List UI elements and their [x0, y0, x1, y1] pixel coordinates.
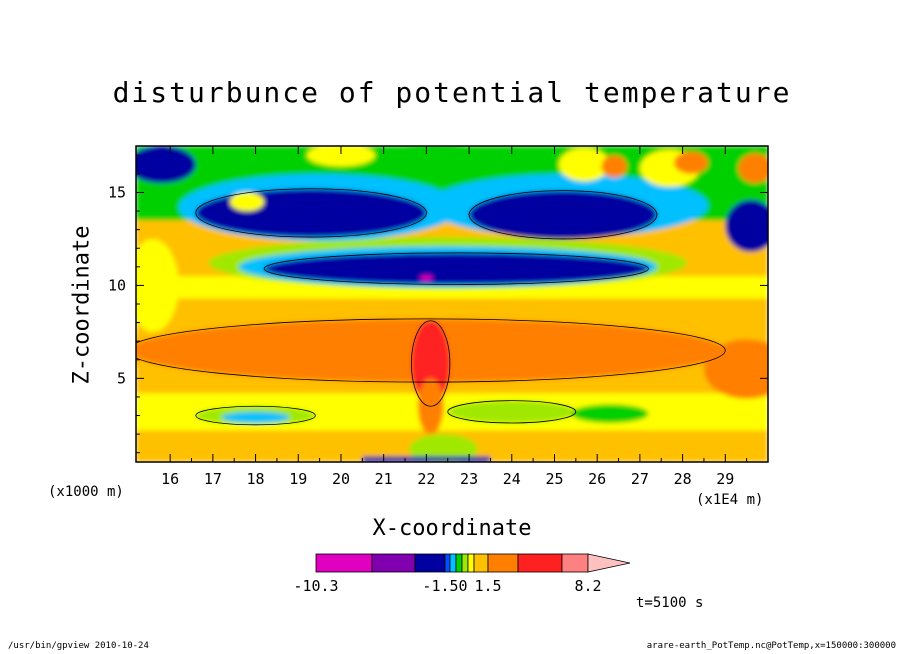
colorbar-label: 8.2 [574, 577, 601, 595]
y-unit-label: (x1000 m) [48, 484, 124, 500]
contour-fields [136, 146, 768, 462]
field-top-orange-1 [674, 151, 709, 174]
x-axis-label: X-coordinate [372, 516, 532, 541]
x-tick-label: 24 [503, 470, 521, 488]
contour-plot [136, 146, 768, 462]
colorbar-swatch [561, 553, 589, 573]
field-top-yellow-4 [229, 192, 265, 212]
x-tick-label: 25 [545, 470, 563, 488]
field-band-min [419, 275, 433, 281]
colorbar-swatch [473, 553, 489, 573]
field-top-yellow-1 [306, 146, 376, 167]
x-tick-label: 23 [460, 470, 478, 488]
colorbar-label: -1.50 [422, 577, 467, 595]
field-corner-cold [136, 146, 196, 184]
contour-upper-w [195, 188, 427, 238]
x-tick-label: 26 [588, 470, 606, 488]
footer-left: /usr/bin/gpview 2010-10-24 [8, 641, 149, 651]
x-tick-label: 20 [332, 470, 350, 488]
contour-core [411, 320, 451, 407]
contour-upper-e [468, 190, 658, 240]
x-tick-label: 18 [247, 470, 265, 488]
field-upper-cold-e [469, 190, 657, 239]
y-tick-label: 5 [117, 369, 126, 387]
field-top-green [370, 146, 499, 174]
x-tick-label: 17 [204, 470, 222, 488]
field-low-green [571, 404, 649, 423]
footer-right: arare-earth_PotTemp.nc@PotTemp,x=150000:… [646, 641, 896, 651]
field-west-yellow [136, 238, 179, 332]
x-tick-label: 22 [417, 470, 435, 488]
field-top-orange-3 [738, 153, 768, 184]
colorbar-swatch [315, 553, 373, 573]
colorbar: -10.3 -1.50 1.5 8.2 [293, 553, 631, 595]
field-warm-east [703, 339, 768, 399]
contour-low-1 [195, 405, 316, 426]
colorbar-swatch [467, 553, 475, 573]
colorbar-label: -10.3 [293, 577, 338, 595]
contour-warm [136, 318, 726, 383]
y-axis-label: Z-coordinate [69, 225, 95, 385]
colorbar-arrow [587, 553, 631, 573]
colorbar-swatch [487, 553, 519, 573]
x-unit-label: (x1E4 m) [696, 492, 764, 508]
colorbar-swatch [455, 553, 463, 573]
time-label: t=5100 s [636, 595, 704, 611]
contour-low-2 [447, 400, 577, 424]
colorbar-swatch [444, 553, 451, 573]
x-tick-label: 27 [631, 470, 649, 488]
contour-lines [136, 188, 726, 426]
colorbar-label: 1.5 [474, 577, 501, 595]
colorbar-swatch [461, 553, 469, 573]
field-warm-core [411, 320, 450, 407]
x-tick-label: 19 [289, 470, 307, 488]
x-tick-label: 29 [716, 470, 734, 488]
colorbar-swatch [414, 553, 446, 573]
x-tick-label: 21 [375, 470, 393, 488]
colorbar-swatch [449, 553, 457, 573]
x-tick-label: 16 [161, 470, 179, 488]
colorbar-swatch [371, 553, 416, 573]
field-low-lime-2 [447, 400, 576, 423]
field-low-cyan [221, 411, 290, 423]
x-tick-label: 28 [674, 470, 692, 488]
y-tick-label: 10 [108, 276, 126, 294]
field-top-orange-2 [601, 155, 628, 178]
contour-band [263, 252, 649, 285]
y-tick-label: 15 [108, 183, 126, 201]
field-top-yellow-2 [558, 147, 610, 182]
field-band-cold [264, 252, 649, 285]
field-east-cold [725, 199, 768, 252]
chart-title: disturbunce of potential temperature [112, 76, 792, 109]
colorbar-swatch [517, 553, 563, 573]
axes: 16 17 18 19 20 21 22 23 24 25 26 27 28 29 5 10 15 [108, 146, 768, 488]
